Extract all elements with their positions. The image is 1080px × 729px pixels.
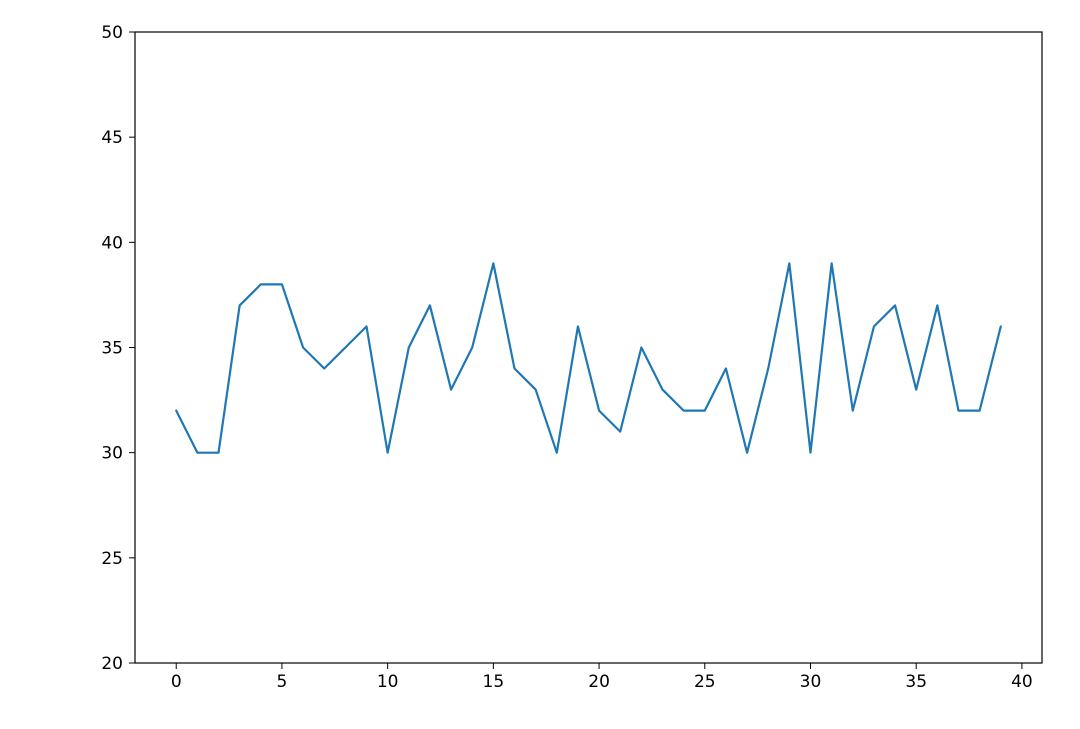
y-tick-label: 35 bbox=[101, 339, 123, 359]
y-tick-label: 20 bbox=[101, 654, 123, 674]
chart-svg: 0 5 10 15 20 25 30 35 40 20 25 30 35 40 45 50 bbox=[0, 0, 1080, 729]
x-tick-label: 5 bbox=[277, 672, 288, 692]
y-tick-label: 40 bbox=[101, 233, 123, 253]
line-chart: 0 5 10 15 20 25 30 35 40 20 25 30 35 40 45 50 bbox=[0, 0, 1080, 729]
x-tick-label: 30 bbox=[800, 672, 822, 692]
y-tick-label: 25 bbox=[101, 549, 123, 569]
y-tick-label: 45 bbox=[101, 128, 123, 148]
y-tick-label: 50 bbox=[101, 23, 123, 43]
data-series-line bbox=[176, 263, 1001, 452]
x-tick-label: 15 bbox=[483, 672, 505, 692]
x-tick-label: 10 bbox=[377, 672, 399, 692]
x-tick-label: 0 bbox=[171, 672, 182, 692]
x-tick-label: 20 bbox=[588, 672, 610, 692]
x-tick-label: 25 bbox=[694, 672, 716, 692]
y-tick-label: 30 bbox=[101, 444, 123, 464]
x-tick-label: 35 bbox=[905, 672, 927, 692]
x-tick-label: 40 bbox=[1011, 672, 1033, 692]
